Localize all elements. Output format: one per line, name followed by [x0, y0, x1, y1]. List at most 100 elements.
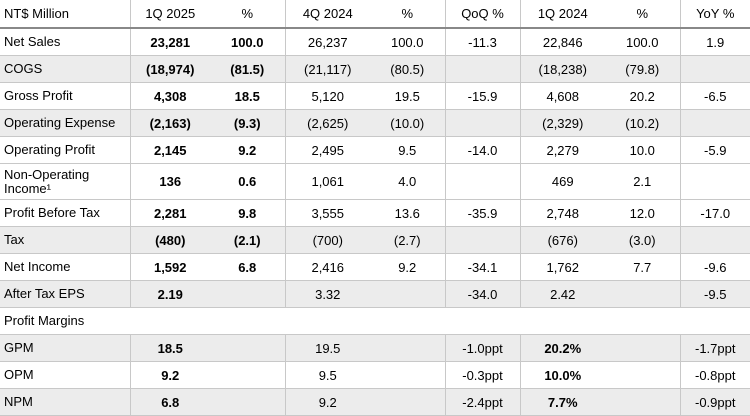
- cell: 2,748: [520, 199, 605, 227]
- cell: 6.8: [130, 388, 210, 416]
- section-row: Profit Margins: [0, 307, 750, 335]
- cell: [210, 388, 286, 416]
- cell: (81.5): [210, 55, 286, 83]
- row-label: OPM: [0, 361, 131, 389]
- cell: 2.19: [130, 280, 210, 308]
- cell: 2,145: [130, 136, 210, 164]
- cell: -0.8ppt: [680, 361, 750, 389]
- row-label: GPM: [0, 334, 131, 362]
- cell: (2,163): [130, 109, 210, 137]
- cell: 10.0%: [520, 361, 605, 389]
- table-row: COGS (18,974) (81.5) (21,117) (80.5) (18,238)…: [0, 55, 750, 83]
- cell: [370, 361, 446, 389]
- cell: [605, 280, 681, 308]
- cell: 3,555: [285, 199, 370, 227]
- cell: 9.2: [370, 253, 446, 281]
- cell: -11.3: [445, 28, 521, 56]
- table-row: NPM 6.8 9.2 -2.4ppt 7.7% -0.9ppt: [0, 388, 750, 416]
- cell: (2.1): [210, 226, 286, 254]
- cell: 1,762: [520, 253, 605, 281]
- cell: 469: [520, 163, 605, 200]
- cell: -9.6: [680, 253, 750, 281]
- cell: 20.2%: [520, 334, 605, 362]
- cell: -0.3ppt: [445, 361, 521, 389]
- table-row: Operating Profit 2,145 9.2 2,495 9.5 -14.0 2,2…: [0, 136, 750, 164]
- cell: -34.1: [445, 253, 521, 281]
- table-row: Non-Operating Income¹ 136 0.6 1,061 4.0 469 2.…: [0, 163, 750, 200]
- cell: 5,120: [285, 82, 370, 110]
- cell: 23,281: [130, 28, 210, 56]
- table-row: Profit Before Tax 2,281 9.8 3,555 13.6 -35.9 2…: [0, 199, 750, 227]
- cell: 2,416: [285, 253, 370, 281]
- cell: [605, 388, 681, 416]
- cell: (10.0): [370, 109, 446, 137]
- section-title: Profit Margins: [0, 307, 750, 335]
- cell: [210, 334, 286, 362]
- cell: 18.5: [130, 334, 210, 362]
- cell: [370, 334, 446, 362]
- cell: (2.7): [370, 226, 446, 254]
- cell: 4Q 2024: [285, 0, 370, 29]
- row-label: Net Sales: [0, 28, 131, 56]
- cell: -2.4ppt: [445, 388, 521, 416]
- cell: [210, 280, 286, 308]
- cell: 1.9: [680, 28, 750, 56]
- row-label: Profit Before Tax: [0, 199, 131, 227]
- cell: 9.2: [130, 361, 210, 389]
- cell: 12.0: [605, 199, 681, 227]
- cell: (2,625): [285, 109, 370, 137]
- cell: 100.0: [210, 28, 286, 56]
- row-label: After Tax EPS: [0, 280, 131, 308]
- cell: [445, 55, 521, 83]
- cell: [370, 280, 446, 308]
- cell: 6.8: [210, 253, 286, 281]
- table-row: OPM 9.2 9.5 -0.3ppt 10.0% -0.8ppt: [0, 361, 750, 389]
- cell: 1,061: [285, 163, 370, 200]
- cell: (480): [130, 226, 210, 254]
- cell: 1Q 2025: [130, 0, 210, 29]
- cell: 9.8: [210, 199, 286, 227]
- cell: (79.8): [605, 55, 681, 83]
- cell: %: [605, 0, 681, 29]
- cell: -17.0: [680, 199, 750, 227]
- cell: (2,329): [520, 109, 605, 137]
- cell: 9.2: [210, 136, 286, 164]
- cell: [680, 109, 750, 137]
- table-row: GPM 18.5 19.5 -1.0ppt 20.2% -1.7ppt: [0, 334, 750, 362]
- row-label: NT$ Million: [0, 0, 131, 29]
- cell: %: [210, 0, 286, 29]
- cell: 2.42: [520, 280, 605, 308]
- cell: 20.2: [605, 82, 681, 110]
- cell: 10.0: [605, 136, 681, 164]
- cell: -0.9ppt: [680, 388, 750, 416]
- cell: (21,117): [285, 55, 370, 83]
- cell: 136: [130, 163, 210, 200]
- cell: [605, 334, 681, 362]
- cell: 100.0: [605, 28, 681, 56]
- row-label: NPM: [0, 388, 131, 416]
- table-row: Operating Expense (2,163) (9.3) (2,625) (10.…: [0, 109, 750, 137]
- cell: 2.1: [605, 163, 681, 200]
- cell: (18,238): [520, 55, 605, 83]
- cell: -6.5: [680, 82, 750, 110]
- cell: [210, 361, 286, 389]
- cell: 3.32: [285, 280, 370, 308]
- cell: -1.0ppt: [445, 334, 521, 362]
- table-row: Net Sales 23,281 100.0 26,237 100.0 -11.3 22,8…: [0, 28, 750, 56]
- cell: 2,281: [130, 199, 210, 227]
- cell: 4,308: [130, 82, 210, 110]
- cell: (676): [520, 226, 605, 254]
- cell: YoY %: [680, 0, 750, 29]
- cell: 19.5: [370, 82, 446, 110]
- table-row: Net Income 1,592 6.8 2,416 9.2 -34.1 1,762 7.7-…: [0, 253, 750, 281]
- cell: [445, 163, 521, 200]
- cell: -9.5: [680, 280, 750, 308]
- cell: 4,608: [520, 82, 605, 110]
- cell: [605, 361, 681, 389]
- cell: 9.5: [370, 136, 446, 164]
- cell: 22,846: [520, 28, 605, 56]
- cell: 26,237: [285, 28, 370, 56]
- cell: 4.0: [370, 163, 446, 200]
